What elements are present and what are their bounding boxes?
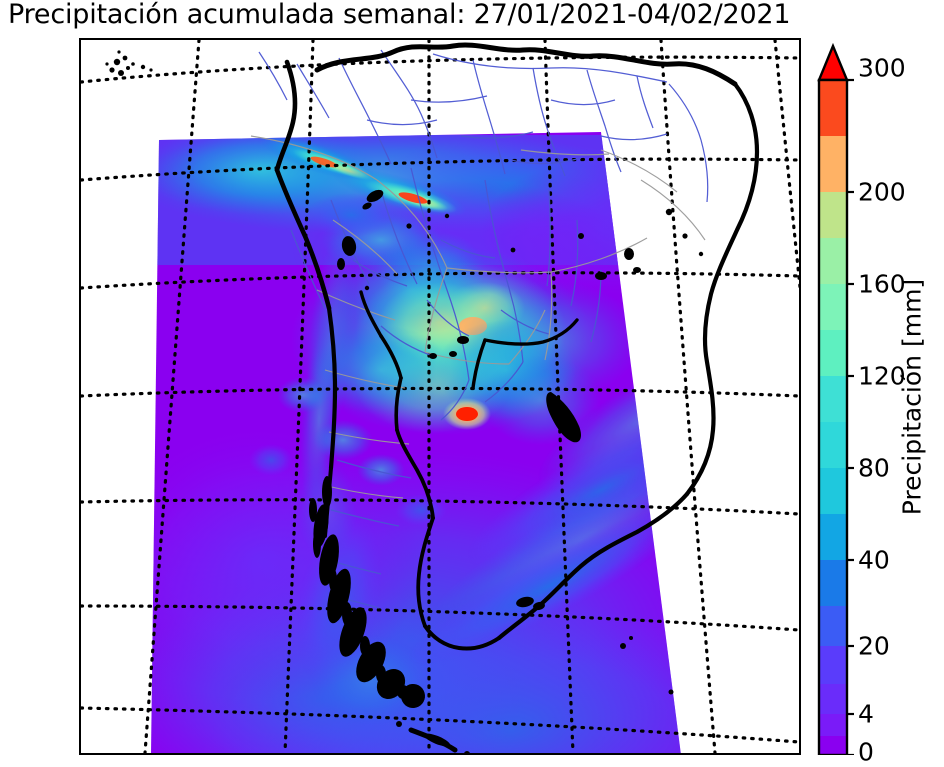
colorbar-tick-20: 20	[858, 631, 890, 661]
colorbar-tick-80: 80	[858, 453, 890, 483]
colorbar-swatches	[817, 42, 854, 755]
map-plot-area	[81, 40, 799, 753]
colorbar-tick-120: 120	[858, 361, 906, 391]
colorbar-axis-label: Precipitación [mm]	[892, 38, 932, 755]
precip-field	[151, 132, 681, 753]
colorbar-tick-labels: 300 200 160 120 80 40 20 4 0	[858, 38, 920, 765]
colorbar-tick-160: 160	[858, 269, 906, 299]
colorbar-tick-0: 0	[858, 737, 874, 767]
colorbar-tick-300: 300	[858, 53, 906, 83]
figure-title: Precipitación acumulada semanal: 27/01/2…	[8, 0, 791, 30]
colorbar[interactable]: 300 200 160 120 80 40 20 4 0	[816, 38, 906, 765]
precipitation-map	[81, 40, 799, 753]
colorbar-band-group	[819, 80, 847, 755]
colorbar-ticks	[847, 78, 854, 755]
colorbar-tick-40: 40	[858, 545, 890, 575]
coastline-layer	[105, 42, 760, 753]
colorbar-extend-arrow	[817, 42, 849, 82]
admin-borders-layer	[250, 135, 706, 499]
rivers-layer	[258, 49, 709, 609]
colorbar-tick-200: 200	[858, 177, 906, 207]
colorbar-tick-4: 4	[858, 699, 874, 729]
colorbar-axis-label-text: Precipitación [mm]	[897, 278, 927, 515]
map-axes[interactable]	[79, 38, 801, 755]
